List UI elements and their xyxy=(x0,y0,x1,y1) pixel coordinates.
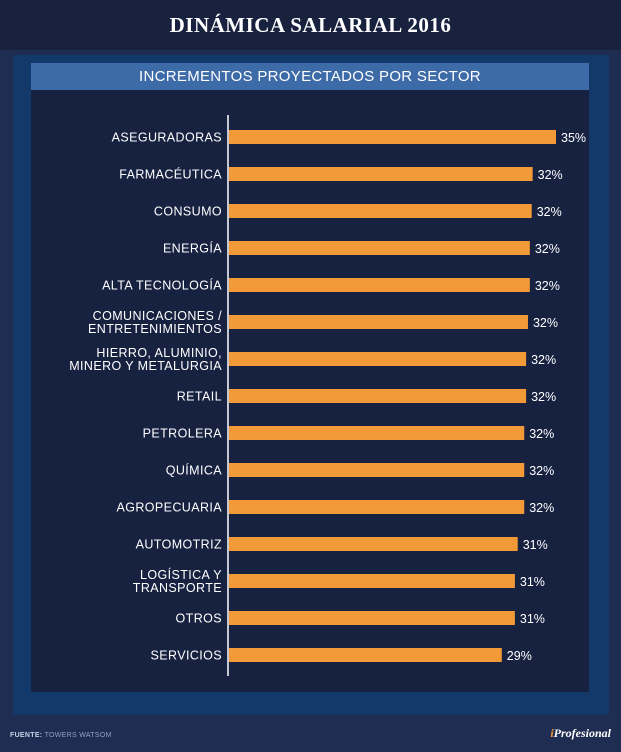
data-label: 35% xyxy=(561,131,586,145)
category-label: FARMACÉUTICA xyxy=(119,167,222,182)
category-label-line: LOGÍSTICA Y xyxy=(140,567,222,582)
data-label: 32% xyxy=(531,353,556,367)
category-label-line: MINERO Y METALURGIA xyxy=(69,359,222,373)
category-label: ENERGÍA xyxy=(163,241,222,256)
category-label-line: ENTRETENIMIENTOS xyxy=(88,322,222,336)
data-label: 32% xyxy=(531,390,556,404)
category-label: RETAIL xyxy=(177,390,222,404)
data-label: 32% xyxy=(529,464,554,478)
category-label: AUTOMOTRIZ xyxy=(136,538,222,552)
category-label: ALTA TECNOLOGÍA xyxy=(102,278,222,293)
bar xyxy=(229,537,518,551)
bar xyxy=(229,389,527,403)
bar xyxy=(229,130,556,144)
data-label: 32% xyxy=(535,279,560,293)
subtitle-bar: INCREMENTOS PROYECTADOS POR SECTOR xyxy=(31,63,589,90)
bar xyxy=(229,167,533,181)
bar xyxy=(229,426,525,440)
category-label: OTROS xyxy=(176,612,222,626)
source-value: TOWERS WATSOM xyxy=(44,732,112,739)
bar xyxy=(229,315,528,329)
data-label: 29% xyxy=(507,649,532,663)
source-label: FUENTE: xyxy=(10,732,43,739)
category-label: HIERRO, ALUMINIO, MINERO Y METALURGIA xyxy=(69,346,222,373)
data-label: 31% xyxy=(520,575,545,589)
category-label-line: TRANSPORTE xyxy=(133,581,222,595)
data-label: 31% xyxy=(520,612,545,626)
category-label-line: HIERRO, ALUMINIO, xyxy=(96,346,222,360)
iprofesional-logo: iProfesional xyxy=(550,726,611,741)
chart-panel: ASEGURADORAS 35% FARMACÉUTICA 32% CONSUMO 32%… xyxy=(31,90,589,692)
category-label: SERVICIOS xyxy=(151,649,222,663)
data-label: 31% xyxy=(523,538,548,552)
data-label: 32% xyxy=(535,242,560,256)
data-label: 32% xyxy=(529,427,554,441)
bar xyxy=(229,648,502,662)
category-label: QUÍMICA xyxy=(166,463,223,478)
logo-prefix: i xyxy=(550,726,554,740)
data-label: 32% xyxy=(537,205,562,219)
category-label: CONSUMO xyxy=(154,205,222,219)
bar xyxy=(229,204,532,218)
bar-chart: ASEGURADORAS 35% FARMACÉUTICA 32% CONSUMO 32%… xyxy=(69,115,586,676)
bar xyxy=(229,463,525,477)
category-label: AGROPECUARIA xyxy=(116,501,222,515)
logo-rest: Profesional xyxy=(553,726,611,740)
category-label-line: COMUNICACIONES / xyxy=(93,309,222,323)
bar xyxy=(229,278,530,292)
data-label: 32% xyxy=(529,501,554,515)
bar xyxy=(229,574,515,588)
footer: FUENTE: TOWERS WATSOM iProfesional xyxy=(0,722,621,752)
chart-subtitle: INCREMENTOS PROYECTADOS POR SECTOR xyxy=(139,68,481,85)
page-title: DINÁMICA SALARIAL 2016 xyxy=(169,12,452,37)
bar xyxy=(229,352,527,366)
data-label: 32% xyxy=(533,316,558,330)
bar xyxy=(229,241,530,255)
category-label: ASEGURADORAS xyxy=(112,131,222,145)
category-label: PETROLERA xyxy=(143,427,223,441)
category-label: LOGÍSTICA Y TRANSPORTE xyxy=(133,567,222,595)
data-label: 32% xyxy=(538,168,563,182)
source-credit: FUENTE: TOWERS WATSOM xyxy=(10,732,112,739)
bar xyxy=(229,500,525,514)
title-bar: DINÁMICA SALARIAL 2016 xyxy=(0,0,621,50)
category-label: COMUNICACIONES / ENTRETENIMIENTOS xyxy=(88,309,222,336)
bar xyxy=(229,611,515,625)
